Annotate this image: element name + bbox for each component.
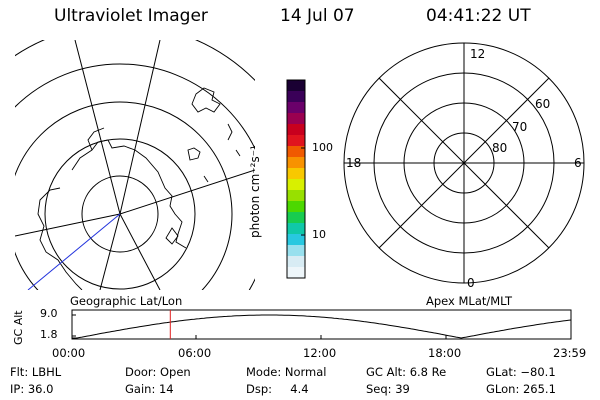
mlt-label-12: 12 [470,47,486,61]
mlat-label-70: 70 [512,120,528,134]
colorbar-segment [287,168,305,180]
colorbar-segment [287,135,305,147]
altitude-plot-frame [71,309,572,340]
glat-value: GLat: −80.1 [486,365,556,379]
colorbar-segment [287,267,305,279]
colorbar-segment [287,179,305,191]
ip-value: IP: 36.0 [10,382,54,396]
filter-value: Flt: LBHL [10,365,62,379]
colorbar-segment [287,146,305,158]
colorbar-tick-100: 100 [312,141,333,154]
colorbar-segment [287,80,305,92]
coastlines [37,87,241,290]
mlt-label-0: 0 [467,276,475,290]
colorbar-segment [287,212,305,224]
dsp-value: Dsp: 4.4 [246,382,309,396]
apex-label: Apex MLat/MLT [426,294,513,308]
mlt-label-18: 18 [346,156,362,170]
colorbar-segment [287,124,305,136]
altitude-plot-ticks [72,314,447,339]
colorbar-segment [287,190,305,202]
colorbar-segment [287,102,305,114]
time-tick-2359: 23:59 [553,346,587,360]
lat-circle [15,63,255,290]
door-value: Door: Open [125,365,191,379]
colorbar-segment [287,223,305,235]
geographic-label: Geographic Lat/Lon [70,294,183,308]
mlat-label-80: 80 [492,141,508,155]
colorbar-segment [287,234,305,246]
colorbar-frame [286,79,306,279]
colorbar-unit-label: photon cm⁻²s⁻¹ [248,145,262,238]
colorbar-segment [287,245,305,257]
observation-date: 14 Jul 07 [280,6,355,26]
time-tick-0600: 06:00 [178,346,212,360]
colorbar-segment [287,201,305,213]
mode-value: Mode: Normal [246,365,327,379]
colorbar-segment [287,256,305,268]
observation-time: 04:41:22 UT [426,6,531,26]
altitude-ytick-low: 1.8 [40,328,58,341]
altitude-ylabel: GC Alt [12,310,25,345]
seq-value: Seq: 39 [366,382,410,396]
glon-value: GLon: 265.1 [486,382,556,396]
colorbar-segment [287,91,305,103]
gain-value: Gain: 14 [125,382,174,396]
time-tick-0000: 00:00 [52,346,86,360]
colorbar-segment [287,157,305,169]
sun-direction-line [27,213,121,290]
colorbar-segment [287,113,305,125]
lat-circle [44,138,196,290]
colorbar-tick-10: 10 [312,228,326,241]
instrument-title: Ultraviolet Imager [54,6,208,26]
meridians [15,40,255,290]
mlt-label-6: 6 [574,156,582,170]
altitude-ytick-high: 9.0 [40,307,58,320]
time-tick-1800: 18:00 [428,346,462,360]
lat-circle [15,101,233,290]
mlt-polar-grid [343,42,585,284]
gc-alt-value: GC Alt: 6.8 Re [366,365,447,379]
geographic-map [15,40,255,290]
colorbar-ticks [301,147,305,236]
colorbar [287,80,305,279]
mlt-diagonal [378,77,550,249]
mlat-label-60: 60 [535,97,551,111]
lat-circle [81,175,159,253]
altitude-curve [72,314,572,339]
time-tick-1200: 12:00 [303,346,337,360]
lat-circle [15,40,255,82]
